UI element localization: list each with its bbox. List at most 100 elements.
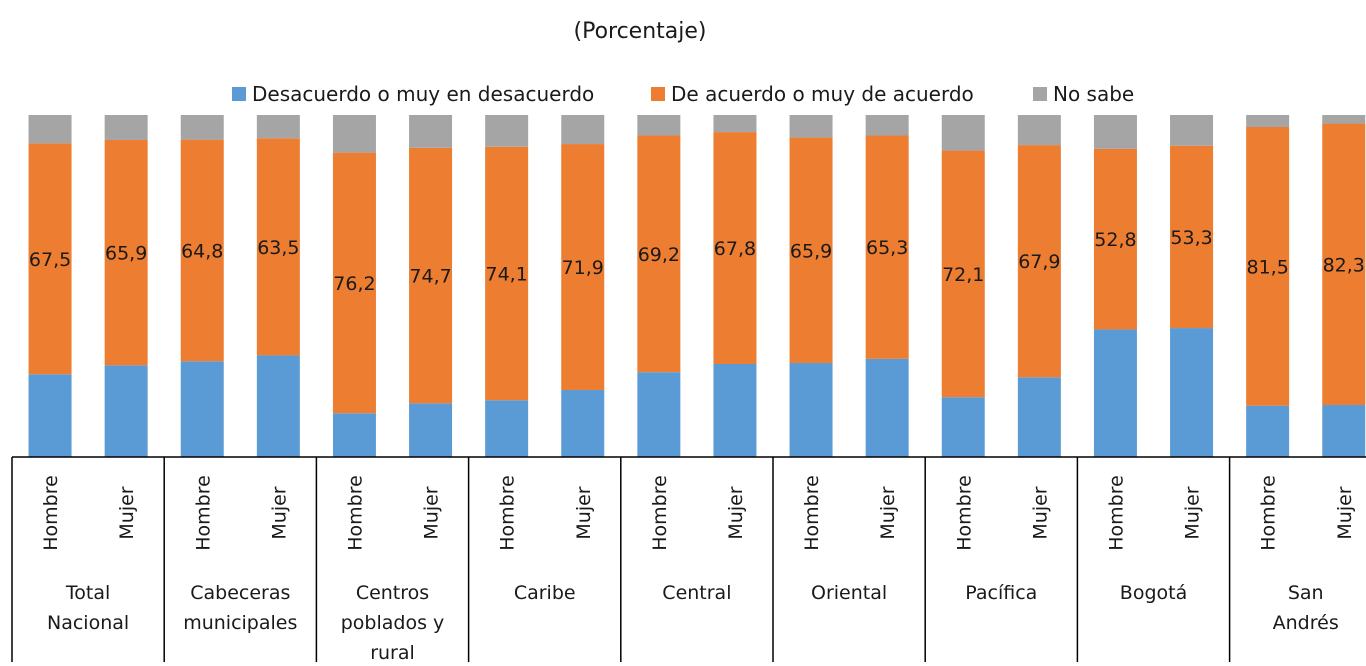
category-tick-label: Hombre <box>344 475 366 551</box>
data-label: 82,3 <box>1323 254 1365 276</box>
category-tick-label: Mujer <box>725 486 747 539</box>
group-label: municipales <box>183 612 297 634</box>
bar-segment-de-acuerdo <box>789 137 833 363</box>
data-label: 72,1 <box>942 264 984 286</box>
group-label: poblados y <box>341 612 445 634</box>
data-label: 64,8 <box>181 240 223 262</box>
category-tick-label: Mujer <box>421 486 443 539</box>
group-label: Central <box>662 582 731 604</box>
category-tick-label: Hombre <box>40 475 62 551</box>
bar-segment-de-acuerdo <box>28 143 72 375</box>
bar-segment-desacuerdo <box>941 397 985 457</box>
group-label: Centros <box>356 582 429 604</box>
data-label: 53,3 <box>1170 227 1212 249</box>
data-label: 63,5 <box>257 237 299 259</box>
bar-segment-no-sabe <box>332 115 376 153</box>
bar-segment-no-sabe <box>713 115 757 133</box>
bar-segment-desacuerdo <box>789 362 833 457</box>
bars-layer <box>28 115 1366 457</box>
bar-segment-de-acuerdo <box>1246 126 1290 406</box>
category-tick-label: Hombre <box>801 475 823 551</box>
legend-label: Desacuerdo o muy en desacuerdo <box>252 82 594 106</box>
legend-swatch <box>1033 87 1047 101</box>
bar-segment-de-acuerdo <box>1093 148 1137 330</box>
data-label: 74,7 <box>409 266 451 288</box>
bar-segment-no-sabe <box>789 115 833 138</box>
bar-segment-no-sabe <box>1170 115 1214 146</box>
bar-segment-desacuerdo <box>28 374 72 457</box>
bar-segment-no-sabe <box>485 115 529 147</box>
category-tick-label: Mujer <box>268 486 290 539</box>
bar-segment-desacuerdo <box>1170 328 1214 457</box>
category-tick-label: Mujer <box>877 486 899 539</box>
bar-segment-no-sabe <box>941 115 985 151</box>
bar-segment-desacuerdo <box>865 358 909 457</box>
bar-segment-de-acuerdo <box>713 132 757 364</box>
category-tick-label: Mujer <box>1182 486 1204 539</box>
group-label: rural <box>370 642 415 662</box>
legend-label: De acuerdo o muy de acuerdo <box>671 82 974 106</box>
category-tick-label: Mujer <box>1334 486 1356 539</box>
group-label: Caribe <box>514 582 576 604</box>
bar-segment-no-sabe <box>180 115 224 140</box>
bar-segment-no-sabe <box>865 115 909 136</box>
bar-segment-no-sabe <box>561 115 605 145</box>
legend-swatch <box>651 87 665 101</box>
data-labels-layer: 67,5 65,9 64,8 63,5 76,2 74,7 74,1 71,9 69,2 67,8… <box>29 227 1365 295</box>
legend-swatch <box>232 87 246 101</box>
bar-segment-desacuerdo <box>256 355 300 457</box>
bar-segment-desacuerdo <box>1322 405 1366 457</box>
bar-segment-no-sabe <box>1017 115 1061 146</box>
category-tick-label: Mujer <box>573 486 595 539</box>
bar-segment-desacuerdo <box>409 403 453 457</box>
category-tick-label: Mujer <box>1029 486 1051 539</box>
bar-segment-de-acuerdo <box>485 146 529 401</box>
legend: Desacuerdo o muy en desacuerdo De acuerdo… <box>232 82 1134 106</box>
group-label: Pacífica <box>965 582 1037 604</box>
bar-segment-no-sabe <box>104 115 148 140</box>
bar-segment-desacuerdo <box>1093 329 1137 457</box>
group-label: Bogotá <box>1120 582 1187 604</box>
category-tick-label: Hombre <box>497 475 519 551</box>
group-label: Total <box>65 582 110 604</box>
data-label: 65,9 <box>790 240 832 262</box>
group-label: Nacional <box>47 612 129 634</box>
bar-segment-de-acuerdo <box>561 144 605 390</box>
bar-segment-no-sabe <box>1246 115 1290 127</box>
category-tick-label: Mujer <box>116 486 138 539</box>
category-tick-label: Hombre <box>649 475 671 551</box>
bar-segment-de-acuerdo <box>409 147 453 404</box>
bar-segment-desacuerdo <box>485 400 529 457</box>
bar-segment-desacuerdo <box>637 372 681 457</box>
bar-segment-de-acuerdo <box>865 135 909 359</box>
bar-segment-de-acuerdo <box>1017 145 1061 378</box>
data-label: 74,1 <box>485 264 527 286</box>
category-axis: Hombre Mujer Hombre Mujer Hombre Mujer Hombre M… <box>11 456 1366 664</box>
group-label: Andrés <box>1273 612 1339 634</box>
bar-segment-de-acuerdo <box>941 150 985 398</box>
category-tick-label: Hombre <box>953 475 975 551</box>
data-label: 65,9 <box>105 243 147 265</box>
chart-title: (Porcentaje) <box>574 19 707 44</box>
data-label: 71,9 <box>562 257 604 279</box>
bar-segment-de-acuerdo <box>332 152 376 414</box>
data-label: 67,9 <box>1018 251 1060 273</box>
bar-segment-de-acuerdo <box>256 138 300 356</box>
bar-segment-no-sabe <box>256 115 300 139</box>
bar-segment-desacuerdo <box>104 365 148 457</box>
bar-segment-no-sabe <box>1322 115 1366 124</box>
category-tick-label: Hombre <box>1258 475 1280 551</box>
bar-segment-desacuerdo <box>713 363 757 457</box>
bar-segment-de-acuerdo <box>1170 145 1214 329</box>
bar-segment-no-sabe <box>637 115 681 136</box>
bar-segment-desacuerdo <box>561 389 605 457</box>
category-tick-label: Hombre <box>192 475 214 551</box>
legend-label: No sabe <box>1053 82 1134 106</box>
data-label: 69,2 <box>638 244 680 266</box>
data-label: 67,8 <box>714 238 756 260</box>
bar-segment-de-acuerdo <box>637 135 681 373</box>
bar-segment-desacuerdo <box>332 413 376 457</box>
category-tick-label: Hombre <box>1105 475 1127 551</box>
